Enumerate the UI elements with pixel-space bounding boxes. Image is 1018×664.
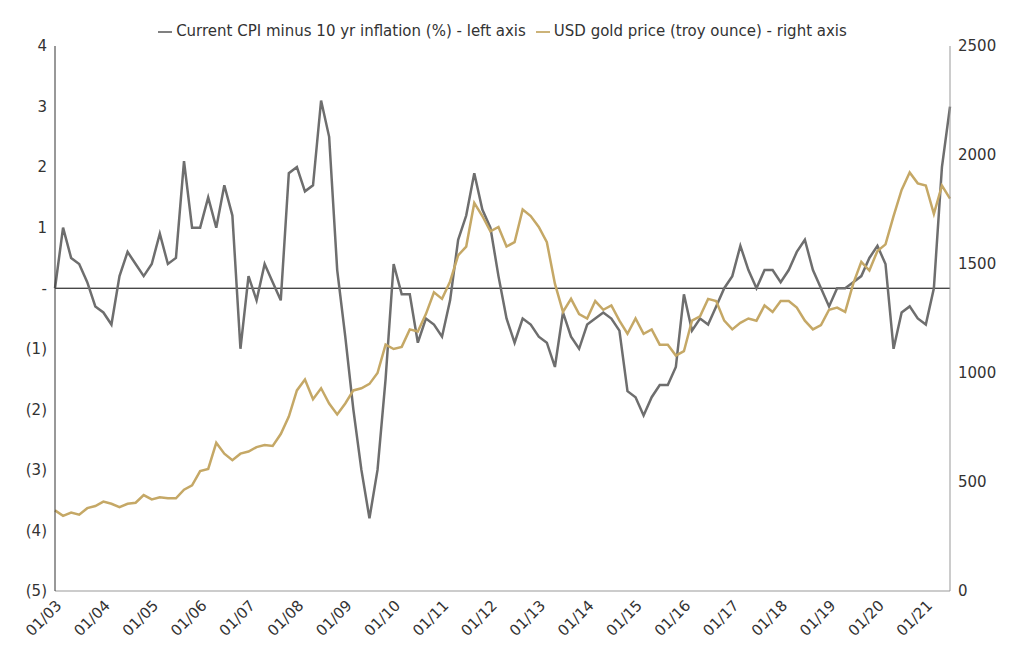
svg-text:1: 1 xyxy=(37,219,47,237)
svg-text:3: 3 xyxy=(37,98,47,116)
svg-text:4: 4 xyxy=(37,37,47,55)
svg-text:500: 500 xyxy=(958,473,987,491)
svg-text:2: 2 xyxy=(37,158,47,176)
svg-text:01/19: 01/19 xyxy=(796,597,839,640)
svg-text:01/15: 01/15 xyxy=(603,597,646,640)
svg-text:0: 0 xyxy=(958,582,968,600)
svg-text:2000: 2000 xyxy=(958,146,996,164)
svg-text:01/09: 01/09 xyxy=(312,597,355,640)
svg-text:01/14: 01/14 xyxy=(554,597,597,640)
svg-text:01/08: 01/08 xyxy=(264,597,307,640)
svg-text:(3): (3) xyxy=(26,461,47,479)
svg-text:(1): (1) xyxy=(26,340,47,358)
svg-text:01/16: 01/16 xyxy=(651,597,694,640)
html-text:USD gold price (troy ounce) -: USD gold price (troy ounce) - right axis xyxy=(553,22,847,40)
svg-text:2500: 2500 xyxy=(958,37,996,55)
svg-text:(5): (5) xyxy=(26,582,47,600)
svg-text:(4): (4) xyxy=(26,522,47,540)
svg-text:01/18: 01/18 xyxy=(748,597,791,640)
svg-text:01/13: 01/13 xyxy=(506,597,549,640)
svg-text:01/04: 01/04 xyxy=(70,597,113,640)
svg-text:01/07: 01/07 xyxy=(216,597,259,640)
svg-text:01/11: 01/11 xyxy=(409,597,452,640)
svg-text:01/21: 01/21 xyxy=(893,597,936,640)
svg-text:01/03: 01/03 xyxy=(22,597,65,640)
svg-text:01/20: 01/20 xyxy=(844,597,887,640)
svg-text:1500: 1500 xyxy=(958,255,996,273)
svg-text:01/06: 01/06 xyxy=(167,597,210,640)
svg-text:-: - xyxy=(42,280,47,298)
svg-text:01/05: 01/05 xyxy=(119,597,162,640)
svg-text:1000: 1000 xyxy=(958,364,996,382)
svg-text:01/17: 01/17 xyxy=(699,597,742,640)
svg-text:01/12: 01/12 xyxy=(457,597,500,640)
html-text:Current CPI minus 10 yr inflat: Current CPI minus 10 yr inflation (%) - … xyxy=(176,22,526,40)
svg-text:(2): (2) xyxy=(26,401,47,419)
svg-text:01/10: 01/10 xyxy=(361,597,404,640)
